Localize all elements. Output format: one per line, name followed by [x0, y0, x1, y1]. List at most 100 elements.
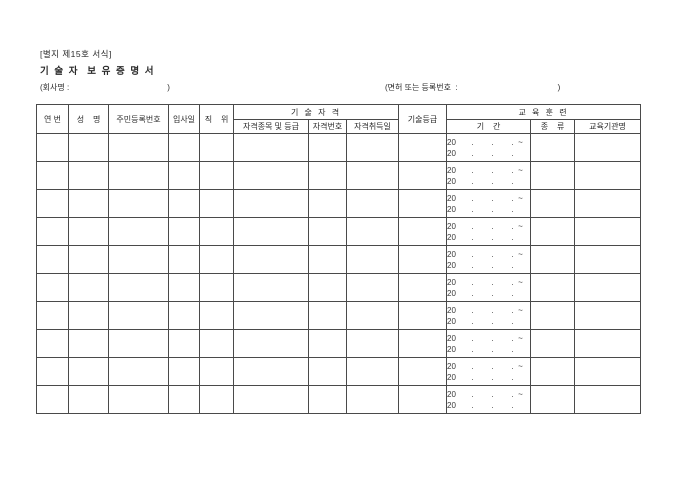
period-end: 20 . . . [447, 344, 514, 354]
cell-resident-reg-no [108, 133, 169, 162]
cell-qualification-date [345, 357, 400, 386]
cell-tech-grade [398, 385, 448, 414]
license-close-paren: ) [557, 83, 561, 92]
cell-name [68, 161, 109, 190]
cell-serial-no [36, 385, 69, 414]
cell-name [68, 133, 109, 162]
cell-qualification-no [308, 161, 347, 190]
col-header-qualification-no: 자격번호 [308, 119, 347, 134]
cell-qualification-date [345, 133, 400, 162]
cell-position [199, 301, 234, 330]
cell-hire-date [168, 161, 200, 190]
period-end: 20 . . . [447, 148, 514, 158]
group-header-technical-qualification: 기 술 자 격 [232, 104, 400, 120]
cell-qualification-no [308, 357, 347, 386]
cell-kind [530, 329, 576, 358]
cell-tech-grade [398, 357, 448, 386]
cell-resident-reg-no [108, 189, 169, 218]
cell-position [199, 357, 234, 386]
period-end: 20 . . . [447, 372, 514, 382]
company-close-paren: ) [167, 83, 170, 92]
page-title: 기 술 자 보 유 증 명 서 [40, 66, 156, 77]
cell-serial-no [36, 189, 69, 218]
cell-period: 20 . . . ~20 . . . [446, 189, 532, 218]
col-header-serial-no: 연 번 [36, 104, 69, 134]
cell-institution [574, 301, 642, 330]
cell-resident-reg-no [108, 217, 169, 246]
cell-kind [530, 189, 576, 218]
cell-tech-grade [398, 189, 448, 218]
col-header-kind: 종 류 [530, 119, 576, 134]
cell-institution [574, 385, 642, 414]
cell-hire-date [168, 133, 200, 162]
company-label: (회사명 : [40, 83, 70, 92]
table-header: 연 번 성 명 주민등록번호 입사일 직 위 기 술 자 격 기술등급 교 육 … [36, 104, 642, 134]
table-row: 20 . . . ~20 . . . [36, 273, 642, 302]
cell-kind [530, 217, 576, 246]
cell-name [68, 217, 109, 246]
cell-qualification-date [345, 161, 400, 190]
cell-qualification-no [308, 385, 347, 414]
cell-hire-date [168, 273, 200, 302]
cell-kind [530, 133, 576, 162]
cell-qualification-type [233, 273, 309, 302]
form-number-label: [별지 제15호 서식] [40, 49, 112, 59]
group-header-education-training: 교 육 훈 련 [446, 104, 642, 120]
cell-hire-date [168, 385, 200, 414]
cell-institution [574, 133, 642, 162]
cell-qualification-no [308, 189, 347, 218]
technician-table: 연 번 성 명 주민등록번호 입사일 직 위 기 술 자 격 기술등급 교 육 … [36, 104, 642, 414]
period-start: 20 . . . ~ [447, 249, 523, 259]
cell-period: 20 . . . ~20 . . . [446, 301, 532, 330]
table-row: 20 . . . ~20 . . . [36, 385, 642, 414]
cell-qualification-no [308, 329, 347, 358]
table-row: 20 . . . ~20 . . . [36, 133, 642, 162]
license-label: (면허 또는 등록번호 : [385, 83, 458, 92]
cell-qualification-type [233, 217, 309, 246]
cell-qualification-date [345, 301, 400, 330]
col-header-hire-date: 입사일 [168, 104, 200, 134]
cell-tech-grade [398, 245, 448, 274]
cell-position [199, 161, 234, 190]
cell-resident-reg-no [108, 161, 169, 190]
cell-qualification-no [308, 301, 347, 330]
cell-kind [530, 273, 576, 302]
period-start: 20 . . . ~ [447, 305, 523, 315]
cell-tech-grade [398, 133, 448, 162]
cell-hire-date [168, 329, 200, 358]
cell-period: 20 . . . ~20 . . . [446, 245, 532, 274]
cell-qualification-type [233, 161, 309, 190]
period-start: 20 . . . ~ [447, 277, 523, 287]
cell-resident-reg-no [108, 301, 169, 330]
company-name-field: (회사명 :) [40, 82, 170, 93]
cell-serial-no [36, 217, 69, 246]
cell-resident-reg-no [108, 329, 169, 358]
cell-qualification-type [233, 133, 309, 162]
cell-qualification-type [233, 329, 309, 358]
cell-period: 20 . . . ~20 . . . [446, 357, 532, 386]
cell-period: 20 . . . ~20 . . . [446, 273, 532, 302]
cell-position [199, 273, 234, 302]
cell-hire-date [168, 301, 200, 330]
cell-serial-no [36, 245, 69, 274]
cell-name [68, 245, 109, 274]
cell-institution [574, 357, 642, 386]
table-row: 20 . . . ~20 . . . [36, 357, 642, 386]
table-body: 20 . . . ~20 . . . 20 . . . ~20 . . . 20 .… [36, 133, 642, 414]
cell-position [199, 245, 234, 274]
col-header-qualification-type: 자격종목 및 등급 [233, 119, 309, 134]
cell-name [68, 329, 109, 358]
cell-kind [530, 161, 576, 190]
cell-institution [574, 329, 642, 358]
col-header-resident-reg-no: 주민등록번호 [108, 104, 169, 134]
cell-qualification-type [233, 385, 309, 414]
cell-institution [574, 273, 642, 302]
cell-period: 20 . . . ~20 . . . [446, 217, 532, 246]
cell-hire-date [168, 357, 200, 386]
period-end: 20 . . . [447, 232, 514, 242]
period-start: 20 . . . ~ [447, 165, 523, 175]
cell-position [199, 133, 234, 162]
cell-qualification-type [233, 301, 309, 330]
cell-period: 20 . . . ~20 . . . [446, 329, 532, 358]
cell-qualification-date [345, 385, 400, 414]
